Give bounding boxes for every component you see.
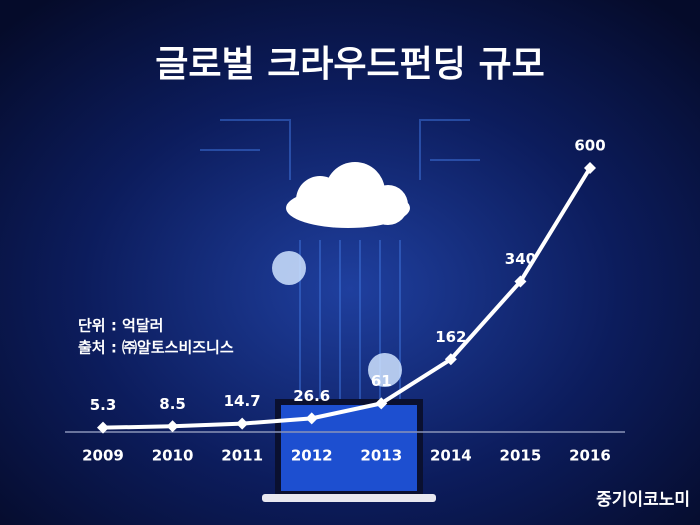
chart-title: 글로벌 크라우드펀딩 규모 [155, 44, 544, 85]
data-label: 26.6 [293, 387, 330, 405]
laptop-icon [262, 399, 436, 502]
data-label: 61 [371, 372, 392, 390]
x-tick-label: 2013 [360, 447, 402, 465]
icon [272, 251, 306, 285]
marker [236, 417, 249, 430]
marker [305, 412, 318, 425]
icon [368, 353, 402, 387]
note: 단위 : 억달러 [78, 317, 163, 335]
marker [514, 275, 527, 288]
marker [444, 353, 457, 366]
x-tick-label: 2009 [82, 447, 124, 465]
watermark: 중기이코노미 [596, 490, 690, 510]
data-label: 14.7 [224, 392, 261, 410]
marker [375, 397, 388, 410]
x-tick-label: 2012 [291, 447, 333, 465]
x-tick-label: 2011 [221, 447, 263, 465]
data-label: 340 [505, 250, 536, 268]
marker [584, 162, 596, 174]
x-tick-label: 2014 [430, 447, 472, 465]
x-tick-label: 2015 [500, 447, 542, 465]
note: 출처 : ㈜알토스비즈니스 [78, 339, 234, 357]
data-label: 162 [435, 328, 466, 346]
x-tick-label: 2010 [152, 447, 194, 465]
data-label: 8.5 [159, 395, 186, 413]
line [102, 166, 592, 430]
decoration [200, 119, 480, 400]
x-tick-label: 2016 [569, 447, 611, 465]
data-label: 600 [574, 137, 605, 155]
marker [166, 420, 179, 433]
cloud-icon [286, 162, 410, 228]
data-label: 5.3 [90, 396, 117, 414]
marker [97, 421, 109, 434]
